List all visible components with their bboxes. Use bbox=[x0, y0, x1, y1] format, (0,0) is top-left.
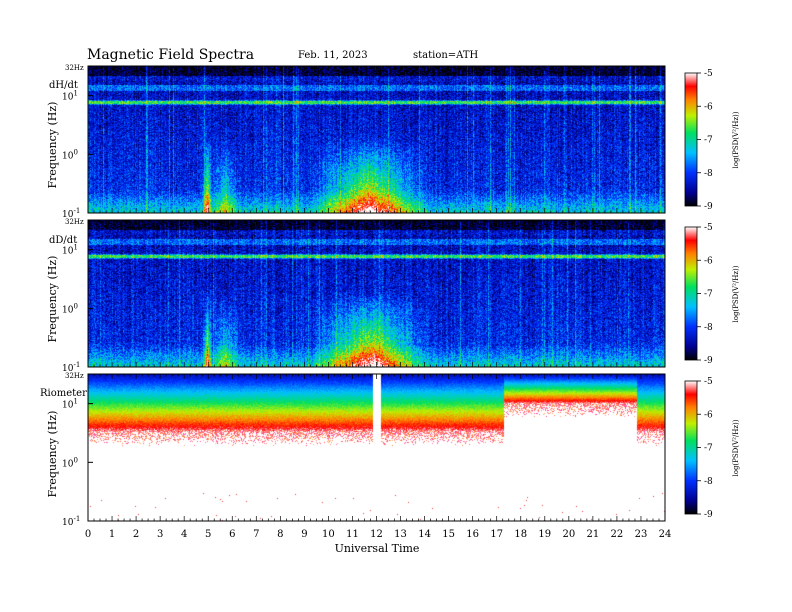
x-tick-label: 0 bbox=[85, 529, 91, 540]
x-tick-label: 8 bbox=[277, 529, 283, 540]
colorbar-tick-label: -6 bbox=[704, 410, 713, 420]
colorbar-tick-label: -6 bbox=[704, 256, 713, 266]
colorbar-tick-label: -5 bbox=[704, 69, 713, 79]
x-tickmarks-dd bbox=[87, 220, 666, 367]
x-tick-label: 6 bbox=[229, 529, 235, 540]
y-tick-label: 100 bbox=[62, 456, 78, 469]
colorbar-ticks-dh: -5 -6 -7 -8 -9 bbox=[697, 69, 713, 212]
x-tick-label: 14 bbox=[418, 529, 431, 540]
y-axis-label-dd: Frequency (Hz) bbox=[46, 256, 59, 343]
x-tick-label: 18 bbox=[514, 529, 527, 540]
colorbar-tick-label: -9 bbox=[704, 510, 713, 520]
spectrogram-panel-riometer: Riometer 32Hz Frequency (Hz) 10110010-1 … bbox=[40, 372, 740, 528]
x-tick-label: 1 bbox=[109, 529, 115, 540]
colorbar-tick-label: -5 bbox=[704, 223, 713, 233]
y-tick-label: 10-1 bbox=[62, 207, 80, 220]
panel-label-riometer: Riometer bbox=[40, 388, 87, 399]
x-tick-label: 20 bbox=[562, 529, 575, 540]
x-tickmarks-dh bbox=[87, 66, 666, 213]
date-label: Feb. 11, 2023 bbox=[298, 50, 368, 61]
top-freq-label-dh: 32Hz bbox=[65, 64, 84, 72]
colorbar-label-dh: log(PSD(V²/Hz)) bbox=[732, 111, 740, 168]
x-tick-label: 17 bbox=[490, 529, 503, 540]
y-ticks-dh: 101 100 10-1 bbox=[62, 90, 93, 220]
x-tick-labels: 0 1 2 3 4 5 6 7 8 9 10 11 12 13 14 15 16 17 18 19 20 21 22 23 24 bbox=[85, 529, 672, 540]
x-tick-label: 12 bbox=[370, 529, 383, 540]
x-axis-label: Universal Time bbox=[335, 542, 420, 555]
y-tick-label: 101 bbox=[62, 244, 78, 257]
y-axis-label-dh: Frequency (Hz) bbox=[46, 102, 59, 189]
spectrogram-image-riometer bbox=[88, 374, 665, 521]
y-tick-label: 100 bbox=[62, 302, 78, 315]
y-tick-label: 101 bbox=[62, 398, 78, 411]
colorbar-riometer bbox=[684, 380, 698, 515]
colorbar-label-riometer: log(PSD(V²/Hz)) bbox=[732, 419, 740, 476]
x-tick-label: 24 bbox=[659, 529, 672, 540]
x-tick-label: 4 bbox=[181, 529, 187, 540]
x-tick-label: 21 bbox=[587, 529, 600, 540]
x-tick-label: 2 bbox=[133, 529, 139, 540]
colorbar-ticks-riometer: -5 -6 -7 -8 -9 bbox=[697, 377, 713, 520]
chart-title: Magnetic Field Spectra bbox=[87, 47, 254, 63]
colorbar-tick-label: -8 bbox=[704, 477, 713, 487]
x-tick-label: 10 bbox=[322, 529, 335, 540]
y-axis-label-riometer: Frequency (Hz) bbox=[46, 411, 59, 498]
y-ticks-dd: 101 100 10-1 bbox=[62, 244, 93, 374]
x-tick-label: 16 bbox=[466, 529, 479, 540]
x-tick-label: 11 bbox=[346, 529, 359, 540]
y-tick-label: 10-1 bbox=[62, 515, 80, 528]
colorbar-tick-label: -8 bbox=[704, 169, 713, 179]
colorbar-tick-label: -7 bbox=[704, 290, 713, 300]
colorbar-tick-label: -8 bbox=[704, 323, 713, 333]
x-tick-label: 23 bbox=[635, 529, 648, 540]
x-tick-label: 19 bbox=[538, 529, 551, 540]
y-tick-label: 100 bbox=[62, 148, 78, 161]
colorbar-dh bbox=[684, 72, 698, 207]
top-freq-label-riometer: 32Hz bbox=[65, 372, 84, 380]
colorbar-label-dd: log(PSD(V²/Hz)) bbox=[732, 265, 740, 322]
y-tick-label: 10-1 bbox=[62, 361, 80, 374]
colorbar-tick-label: -7 bbox=[704, 444, 713, 454]
panel-label-dd: dD/dt bbox=[49, 235, 77, 246]
x-tickmarks-riometer bbox=[87, 374, 666, 521]
colorbar-tick-label: -9 bbox=[704, 356, 713, 366]
top-freq-label-dd: 32Hz bbox=[65, 218, 84, 226]
x-tick-label: 22 bbox=[611, 529, 624, 540]
panel-label-dh: dH/dt bbox=[49, 80, 78, 91]
colorbar-tick-label: -9 bbox=[704, 202, 713, 212]
station-label: station=ATH bbox=[413, 50, 479, 61]
x-tick-label: 13 bbox=[394, 529, 407, 540]
x-tick-label: 5 bbox=[205, 529, 211, 540]
spectrogram-image-dd bbox=[88, 220, 665, 367]
colorbar-tick-label: -6 bbox=[704, 102, 713, 112]
x-tick-label: 7 bbox=[253, 529, 259, 540]
colorbar-tick-label: -7 bbox=[704, 136, 713, 146]
y-ticks-riometer: 101 100 10-1 bbox=[62, 398, 93, 528]
colorbar-dd bbox=[684, 226, 698, 361]
spectrogram-image-dh bbox=[88, 66, 665, 213]
x-tick-label: 9 bbox=[301, 529, 307, 540]
colorbar-ticks-dd: -5 -6 -7 -8 -9 bbox=[697, 223, 713, 366]
colorbar-tick-label: -5 bbox=[704, 377, 713, 387]
y-tick-label: 101 bbox=[62, 90, 78, 103]
x-tick-label: 3 bbox=[157, 529, 163, 540]
x-tick-label: 15 bbox=[442, 529, 455, 540]
